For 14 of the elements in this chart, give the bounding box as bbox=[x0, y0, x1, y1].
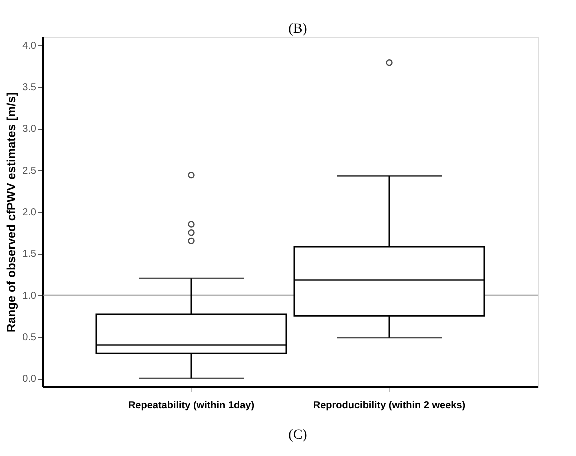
y-tick-label: 2.5 bbox=[22, 166, 37, 177]
y-tick-label: 1.5 bbox=[22, 249, 37, 260]
x-tick-label: Reproducibility (within 2 weeks) bbox=[313, 400, 466, 412]
y-tick-label: 3.0 bbox=[22, 124, 37, 136]
text: (C) bbox=[288, 428, 308, 443]
y-axis-title: Range of observed cfPWV estimates [m/s] bbox=[4, 92, 19, 333]
y-tick-label: 0.0 bbox=[22, 374, 37, 386]
text: (B) bbox=[288, 22, 308, 37]
y-tick-label: 2.0 bbox=[22, 208, 37, 218]
y-tick-label: 0.5 bbox=[22, 332, 37, 344]
y-tick-label: 1.0 bbox=[22, 290, 37, 302]
y-tick-label: 4.0 bbox=[22, 40, 37, 52]
x-tick-label: Repeatability (within 1day) bbox=[128, 400, 255, 412]
y-tick-label: 3.5 bbox=[22, 82, 37, 94]
